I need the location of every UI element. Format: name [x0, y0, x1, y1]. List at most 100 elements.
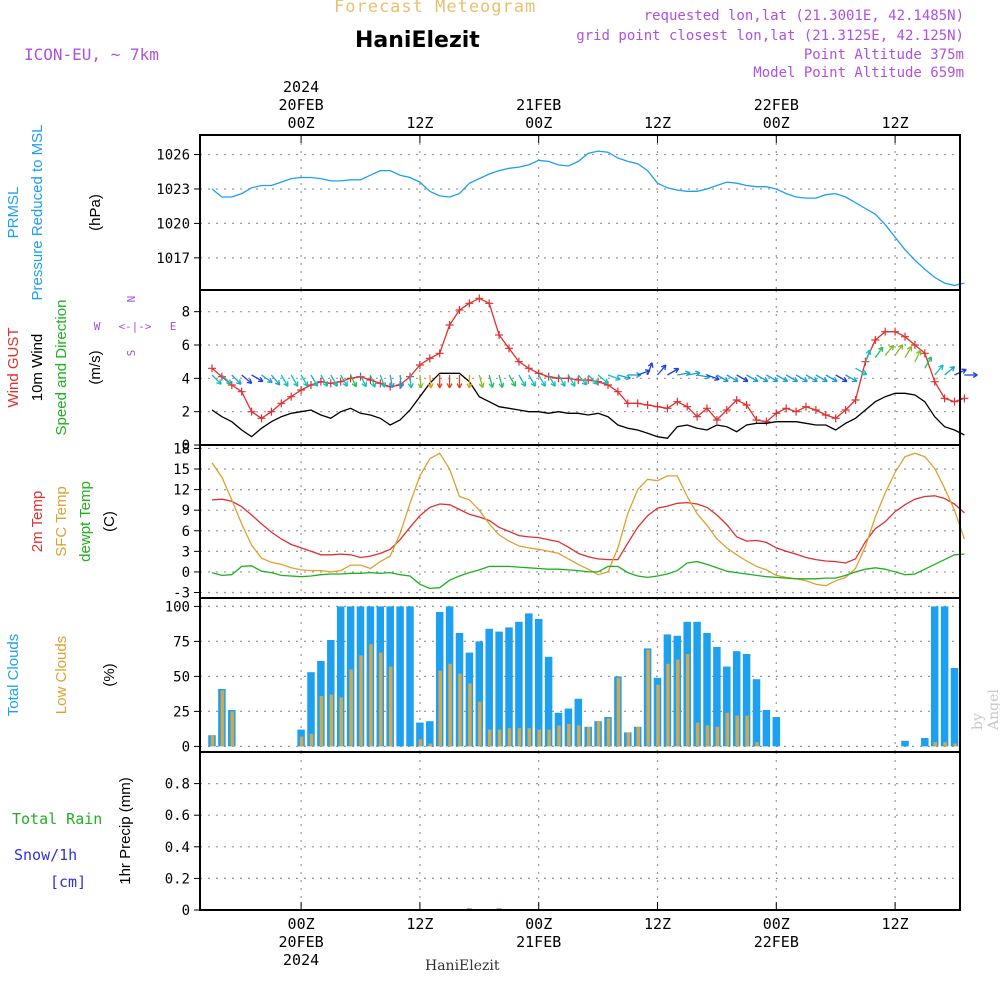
wind-arrow-head: [560, 381, 566, 387]
gust-marker: [237, 387, 246, 396]
wind-arrow-shaft: [587, 374, 598, 385]
gust-marker: [455, 306, 464, 314]
bottom-time-label: 21FEB: [516, 933, 561, 951]
wind-arrow-shaft: [221, 374, 232, 385]
wind-arrow-head: [332, 381, 338, 387]
bottom-time-label: 20FEB: [279, 933, 324, 951]
wind-arrow-head: [938, 364, 944, 371]
top-time-label: 12Z: [406, 114, 433, 132]
wind-arrow-head: [961, 368, 967, 374]
gust-marker: [891, 327, 900, 336]
wind-arrow: [417, 374, 424, 389]
top-time-label: 00Z: [763, 114, 790, 132]
total-cloud-bar: [950, 668, 959, 747]
wind-arrow-head: [397, 383, 404, 389]
low-cloud-bar: [745, 715, 749, 747]
wind-arrow-head: [841, 376, 848, 383]
compass-rose: N W <-|-> E S: [94, 296, 177, 357]
y-tick-label: 6: [182, 338, 190, 354]
y-tick-label: 100: [165, 599, 190, 615]
wind-arrow-shaft: [617, 374, 631, 379]
wind-arrow-shaft: [290, 374, 299, 387]
wind-arrow-shaft: [667, 367, 679, 376]
wind-arrow-shaft: [637, 369, 651, 376]
wind-arrow-shaft: [894, 344, 904, 356]
low-cloud-bar: [349, 669, 353, 747]
axis-label: (%): [101, 663, 118, 686]
y-tick-label: 3: [182, 544, 190, 560]
top-time-label: 2024: [283, 78, 319, 96]
wind-arrow-head: [436, 383, 443, 389]
total-cloud-bar: [534, 619, 543, 747]
wind-arrow-shaft: [538, 374, 546, 387]
wind-arrow-head: [906, 345, 913, 352]
gust-marker: [712, 416, 721, 424]
wind-arrow-shaft: [419, 374, 422, 389]
wind-arrow-head: [488, 382, 495, 389]
top-time-label: 00Z: [288, 114, 315, 132]
total-cloud-bar: [416, 722, 424, 747]
wind-arrow-shaft: [577, 374, 588, 386]
total-cloud-bar: [426, 721, 434, 747]
compass-e: E: [170, 320, 177, 333]
low-cloud-bar: [369, 644, 373, 747]
top-time-label: 12Z: [644, 114, 671, 132]
low-cloud-bar: [685, 654, 690, 747]
compass-s: S: [125, 350, 138, 357]
wind-arrow-head: [257, 376, 264, 383]
wind-arrow: [498, 374, 505, 389]
wind-arrow-head: [660, 364, 667, 371]
y-tick-label: 0: [182, 565, 190, 581]
wind-arrow-head: [822, 376, 828, 383]
axis-label: (C): [101, 511, 118, 532]
wind-arrow-shaft: [835, 374, 848, 383]
axis-label: (hPa): [87, 194, 104, 231]
gust-marker: [851, 396, 860, 404]
wind-arrow: [427, 374, 434, 389]
wind-arrow-head: [520, 381, 527, 387]
wind-arrow-head: [695, 370, 701, 377]
wind-arrow: [320, 374, 329, 387]
wind-arrow-shaft: [914, 350, 921, 363]
gust-marker: [742, 401, 751, 409]
wind-arrow-shaft: [785, 374, 798, 383]
bottom-time-label: 00Z: [763, 915, 790, 933]
low-cloud-bar: [448, 663, 452, 747]
low-cloud-bar: [656, 684, 660, 747]
wind-arrow: [894, 344, 904, 356]
wind-arrow-head: [792, 376, 799, 383]
gust-marker: [811, 406, 820, 414]
total-cloud-bar: [515, 621, 523, 747]
gust-marker: [653, 402, 662, 411]
y-tick-label: 2: [182, 405, 190, 421]
wind-arrow-head: [812, 376, 818, 383]
wind-arrow-shaft: [855, 367, 868, 376]
wind-arrow-shaft: [687, 372, 701, 376]
wind-arrow: [330, 374, 338, 387]
wind-arrow-head: [832, 376, 838, 383]
wind-arrow: [340, 374, 348, 387]
wind-arrow-shaft: [924, 356, 932, 369]
wind-arrow-shaft: [310, 374, 319, 387]
wind-arrow: [825, 374, 838, 383]
series-line-2m-temp: [211, 495, 965, 564]
wind-arrow: [736, 374, 749, 383]
low-cloud-bar: [666, 663, 670, 747]
wind-arrow-head: [510, 381, 517, 387]
gust-marker: [613, 387, 622, 396]
series-line-wind-gust: [211, 297, 965, 423]
gridpoint-coords: grid point closest lon,lat (21.3125E, 42…: [576, 28, 964, 44]
bottom-time-label: 2024: [283, 951, 319, 969]
wind-arrow-head: [302, 381, 309, 387]
gust-marker: [208, 364, 216, 373]
gust-marker: [703, 404, 711, 413]
axis-label: 10m Wind: [29, 334, 46, 402]
y-tick-label: 0: [182, 739, 190, 755]
low-cloud-bar: [458, 673, 462, 747]
gust-marker: [316, 377, 325, 386]
y-tick-label: 0.4: [165, 840, 190, 856]
wind-arrow: [567, 374, 576, 387]
gust-marker: [257, 414, 266, 423]
gust-marker: [574, 376, 583, 384]
total-cloud-bar: [742, 654, 751, 747]
